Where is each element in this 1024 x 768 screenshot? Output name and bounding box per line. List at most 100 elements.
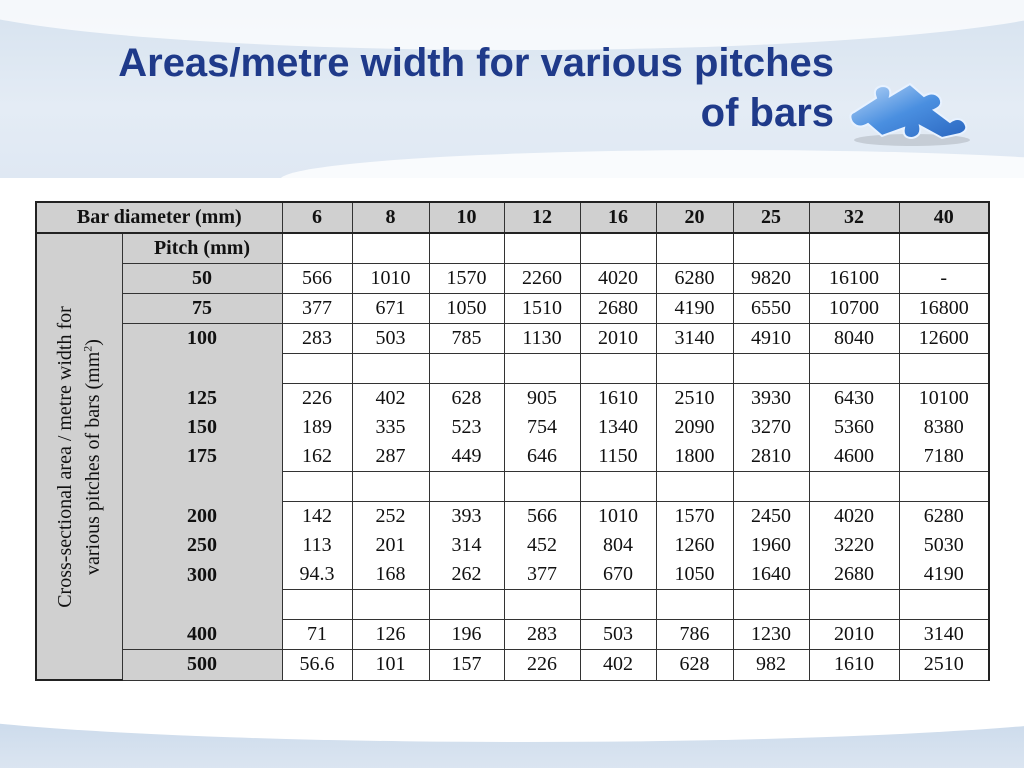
table-cell: 905 [503, 383, 581, 414]
table-cell: 1570 [655, 501, 734, 532]
table-cell: 157 [428, 649, 505, 681]
table-cell: 2010 [808, 619, 900, 651]
table-cell: 754 [503, 413, 581, 443]
table-cell: 1610 [808, 649, 900, 681]
table-cell: 1010 [351, 263, 430, 295]
table-row: 250 113 201 314 452 804 1260 1960 3220 5030 [36, 531, 991, 561]
pitch-cell: 125 [121, 383, 283, 414]
footer-band [0, 708, 1024, 768]
table-cell: 628 [655, 649, 734, 681]
table-cell: 226 [281, 383, 353, 414]
table-cell: 7180 [898, 442, 991, 473]
table-cell: 3220 [808, 531, 900, 561]
title-line-2: of bars [700, 91, 834, 135]
diameter-header: 10 [428, 201, 505, 234]
table-row: 75 377 671 1050 1510 2680 4190 6550 10700 16800 [36, 293, 991, 325]
table-cell: 2260 [503, 263, 581, 295]
table-cell: 162 [281, 442, 353, 473]
table-cell: 1050 [428, 293, 505, 325]
table-cell: 402 [579, 649, 657, 681]
table-cell: 126 [351, 619, 430, 651]
table-cell [808, 233, 900, 265]
table-cell: 785 [428, 323, 505, 355]
table-cell: 3270 [732, 413, 810, 443]
table-cell: 71 [281, 619, 353, 651]
table-cell: 226 [503, 649, 581, 681]
table-cell: 3930 [732, 383, 810, 414]
puzzle-piece-icon [849, 82, 970, 146]
table-cell [898, 233, 991, 265]
table-cell: 6280 [898, 501, 991, 532]
slide-title: Areas/metre width for various pitches of… [14, 38, 834, 138]
row-label-line-1: Cross-sectional area / metre width for [54, 305, 77, 608]
areas-table-wrapper: Bar diameter (mm) 6 8 10 12 16 20 25 32 … [34, 201, 991, 681]
table-cell [428, 233, 505, 265]
table-row-blank [36, 589, 991, 621]
pitch-cell: 200 [121, 501, 283, 532]
table-cell [351, 233, 430, 265]
table-cell: 6430 [808, 383, 900, 414]
table-row-blank [36, 353, 991, 385]
table-cell [732, 233, 810, 265]
table-row: 100 283 503 785 1130 2010 3140 4910 8040 12600 [36, 323, 991, 355]
table-row-blank [36, 471, 991, 503]
table-cell [808, 471, 900, 503]
row-label-superscript: 2 [80, 345, 95, 352]
table-cell: 2010 [579, 323, 657, 355]
table-row: 125 226 402 628 905 1610 2510 3930 6430 10100 [36, 383, 991, 414]
table-cell: 786 [655, 619, 734, 651]
table-cell: 142 [281, 501, 353, 532]
table-cell: - [898, 263, 991, 295]
table-cell: 566 [503, 501, 581, 532]
areas-table: Bar diameter (mm) 6 8 10 12 16 20 25 32 … [34, 201, 991, 681]
table-cell: 449 [428, 442, 505, 473]
table-cell: 452 [503, 531, 581, 561]
header-swoosh-lower [280, 150, 1024, 178]
table-row: 200 142 252 393 566 1010 1570 2450 4020 6280 [36, 501, 991, 532]
table-cell: 804 [579, 531, 657, 561]
diameter-header: 40 [898, 201, 991, 234]
diameter-header: 6 [281, 201, 353, 234]
table-cell: 168 [351, 560, 430, 591]
table-cell [503, 589, 581, 621]
footer-swoosh [0, 708, 1024, 742]
table-cell [655, 233, 734, 265]
table-row: 300 94.3 168 262 377 670 1050 1640 2680 4190 [36, 560, 991, 591]
table-cell: 101 [351, 649, 430, 681]
pitch-cell: 250 [121, 531, 283, 561]
table-cell: 670 [579, 560, 657, 591]
table-cell [808, 353, 900, 385]
diameter-header: 8 [351, 201, 430, 234]
table-cell: 1640 [732, 560, 810, 591]
table-cell: 189 [281, 413, 353, 443]
table-cell: 283 [281, 323, 353, 355]
table-row: 400 71 126 196 283 503 786 1230 2010 3140 [36, 619, 991, 651]
pitch-cell: 500 [121, 649, 283, 681]
table-row: 50 566 1010 1570 2260 4020 6280 9820 16100- [36, 263, 991, 295]
table-cell: 1610 [579, 383, 657, 414]
table-cell: 3140 [898, 619, 991, 651]
table-cell [281, 353, 353, 385]
table-cell: 262 [428, 560, 505, 591]
table-cell: 1010 [579, 501, 657, 532]
table-cell [898, 353, 991, 385]
table-cell [655, 353, 734, 385]
pitch-header-row: Cross-sectional area / metre width for v… [35, 232, 991, 681]
table-cell: 3140 [655, 323, 734, 355]
pitch-cell: 75 [121, 293, 283, 325]
table-cell: 4910 [732, 323, 810, 355]
table-cell: 1960 [732, 531, 810, 561]
table-cell [579, 589, 657, 621]
table-cell: 10100 [898, 383, 991, 414]
pitch-cell [121, 589, 283, 620]
table-cell [351, 471, 430, 503]
table-cell [579, 233, 657, 265]
diameter-header-row: Bar diameter (mm) 6 8 10 12 16 20 25 32 … [34, 201, 991, 234]
table-cell: 2510 [898, 649, 991, 681]
pitch-cell: 175 [121, 442, 283, 472]
table-cell [503, 233, 581, 265]
table-cell: 113 [281, 531, 353, 561]
table-cell [732, 589, 810, 621]
table-cell [503, 353, 581, 385]
table-cell [808, 589, 900, 621]
